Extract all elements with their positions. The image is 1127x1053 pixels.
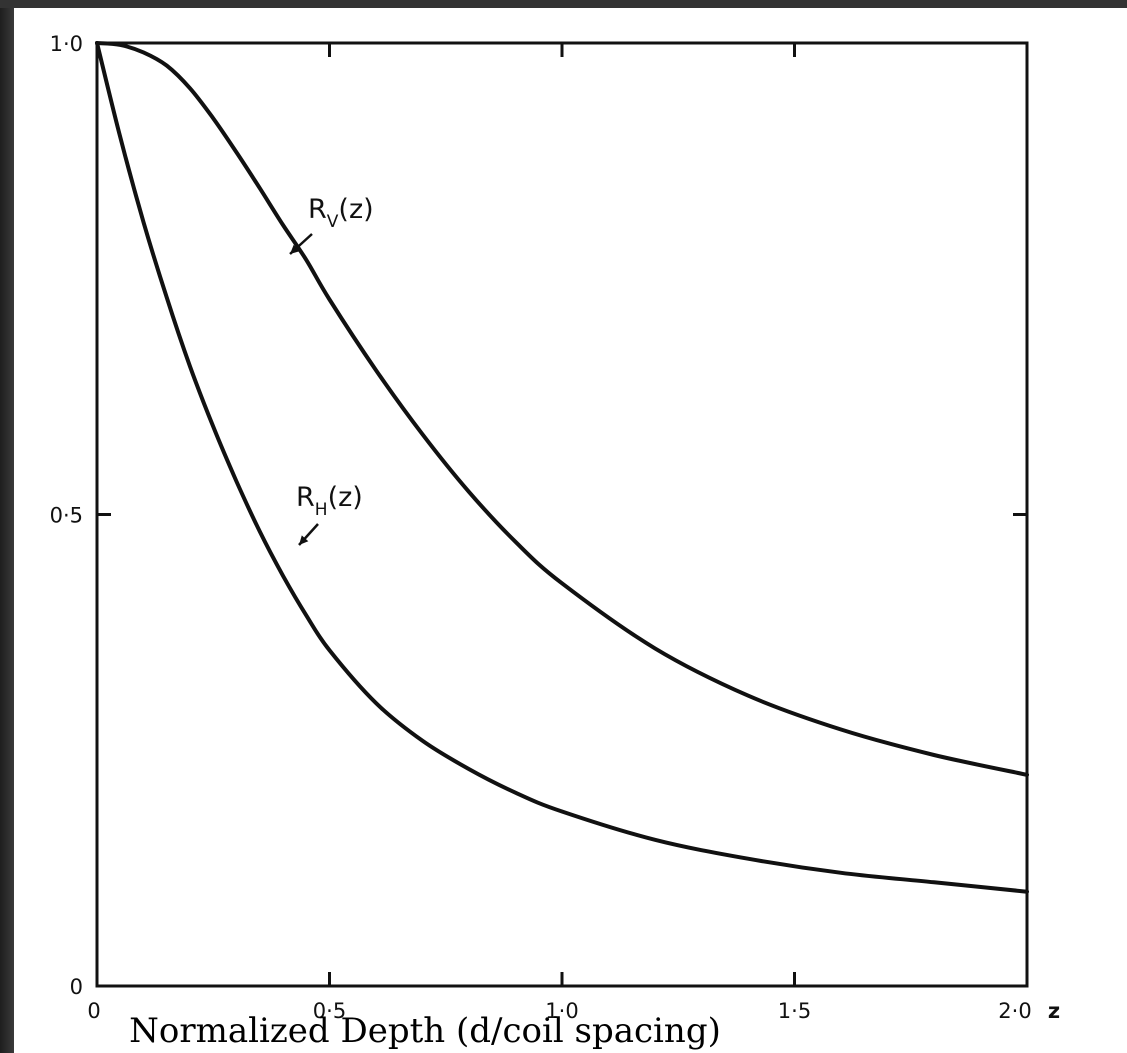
- series-label-main: R: [308, 194, 327, 225]
- x-tick-label: 0·5: [313, 999, 346, 1023]
- series-label-tail: (z): [328, 482, 363, 513]
- series-label-tail: (z): [338, 194, 373, 225]
- rv-label: RV(z): [308, 194, 374, 232]
- y-tick-label: 0: [70, 975, 83, 999]
- y-tick-label: 0·5: [50, 504, 83, 528]
- leader-arrowhead: [290, 244, 300, 254]
- y-tick-label: 1·0: [50, 32, 83, 56]
- x-tick-label: 1·0: [545, 999, 578, 1023]
- x-axis-title: Normalized Depth (d/coil spacing): [129, 1011, 721, 1051]
- series-line-rh: [95, 41, 1029, 894]
- rh-label: RH(z): [296, 482, 363, 520]
- labels-layer: 0 0·5 1·0 1·5 2·0 z00·51·0RV(z)RH(z): [50, 32, 1061, 1023]
- series-line-rv: [95, 41, 1029, 777]
- x-tick-label: 2·0: [998, 999, 1031, 1023]
- figure-paper: [14, 8, 1127, 1053]
- leader-arrowhead: [299, 535, 309, 545]
- x-axis-symbol: z: [1048, 999, 1060, 1023]
- x-tick-label: 1·5: [778, 999, 811, 1023]
- plot-frame: [95, 41, 1029, 988]
- axes-layer: [95, 41, 1029, 988]
- series-label-subscript: V: [327, 212, 339, 232]
- x-tick-label: 0: [87, 999, 100, 1023]
- ticks-layer: [97, 43, 1027, 986]
- series-layer: [95, 41, 1029, 894]
- series-label-main: R: [296, 482, 315, 513]
- series-label-subscript: H: [315, 500, 328, 520]
- top-band: [0, 0, 1127, 8]
